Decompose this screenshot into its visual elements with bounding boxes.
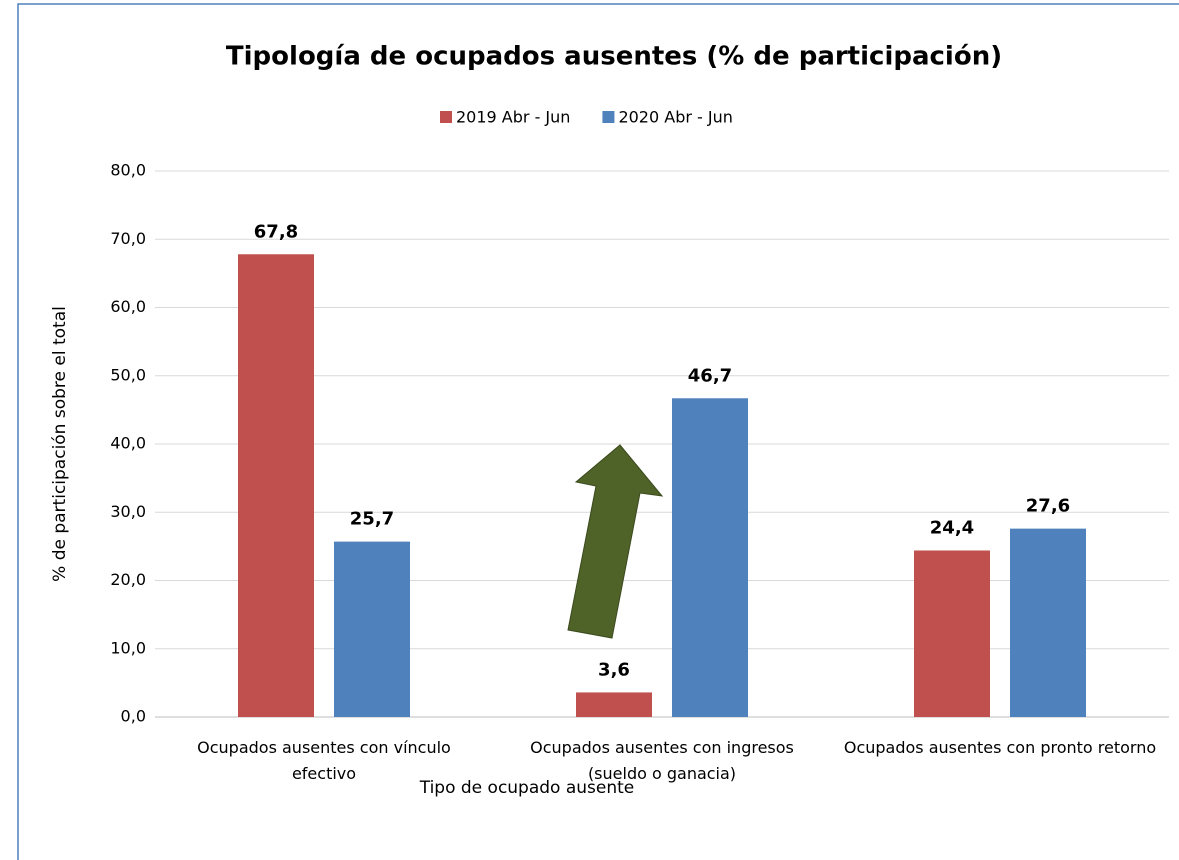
chart-frame	[17, 3, 1179, 860]
bar	[914, 550, 990, 717]
data-label: 3,6	[598, 659, 630, 680]
chart-title: Tipología de ocupados ausentes (% de par…	[226, 42, 1002, 72]
y-tick-label: 40,0	[110, 434, 146, 453]
bar	[238, 254, 314, 717]
legend-swatch	[440, 111, 452, 123]
y-tick-label: 80,0	[110, 161, 146, 180]
bar	[334, 541, 410, 717]
y-tick-label: 30,0	[110, 502, 146, 521]
legend-label: 2019 Abr - Jun	[456, 108, 570, 127]
y-tick-label: 60,0	[110, 297, 146, 316]
y-tick-label: 10,0	[110, 638, 146, 657]
data-label: 27,6	[1026, 496, 1070, 517]
y-axis-title: % de participación sobre el total	[50, 306, 70, 582]
data-label: 24,4	[930, 517, 974, 538]
y-tick-label: 20,0	[110, 570, 146, 589]
data-label: 46,7	[688, 365, 732, 386]
bar	[576, 692, 652, 717]
y-tick-label: 0,0	[121, 707, 146, 726]
x-axis-title: Tipo de ocupado ausente	[419, 778, 635, 798]
bar	[1010, 528, 1086, 717]
data-label: 25,7	[350, 509, 394, 530]
x-tick-label: Ocupados ausentes con ingresos (sueldo o…	[530, 738, 794, 783]
x-tick-label: Ocupados ausentes con vínculo efectivo	[197, 738, 451, 783]
data-label: 67,8	[254, 221, 298, 242]
bar	[672, 398, 748, 717]
arrow	[567, 444, 664, 639]
legend-label: 2020 Abr - Jun	[618, 108, 732, 127]
y-tick-label: 50,0	[110, 365, 146, 384]
x-tick-label: Ocupados ausentes con pronto retorno	[843, 738, 1157, 757]
y-tick-label: 70,0	[110, 229, 146, 248]
legend-swatch	[602, 111, 615, 123]
